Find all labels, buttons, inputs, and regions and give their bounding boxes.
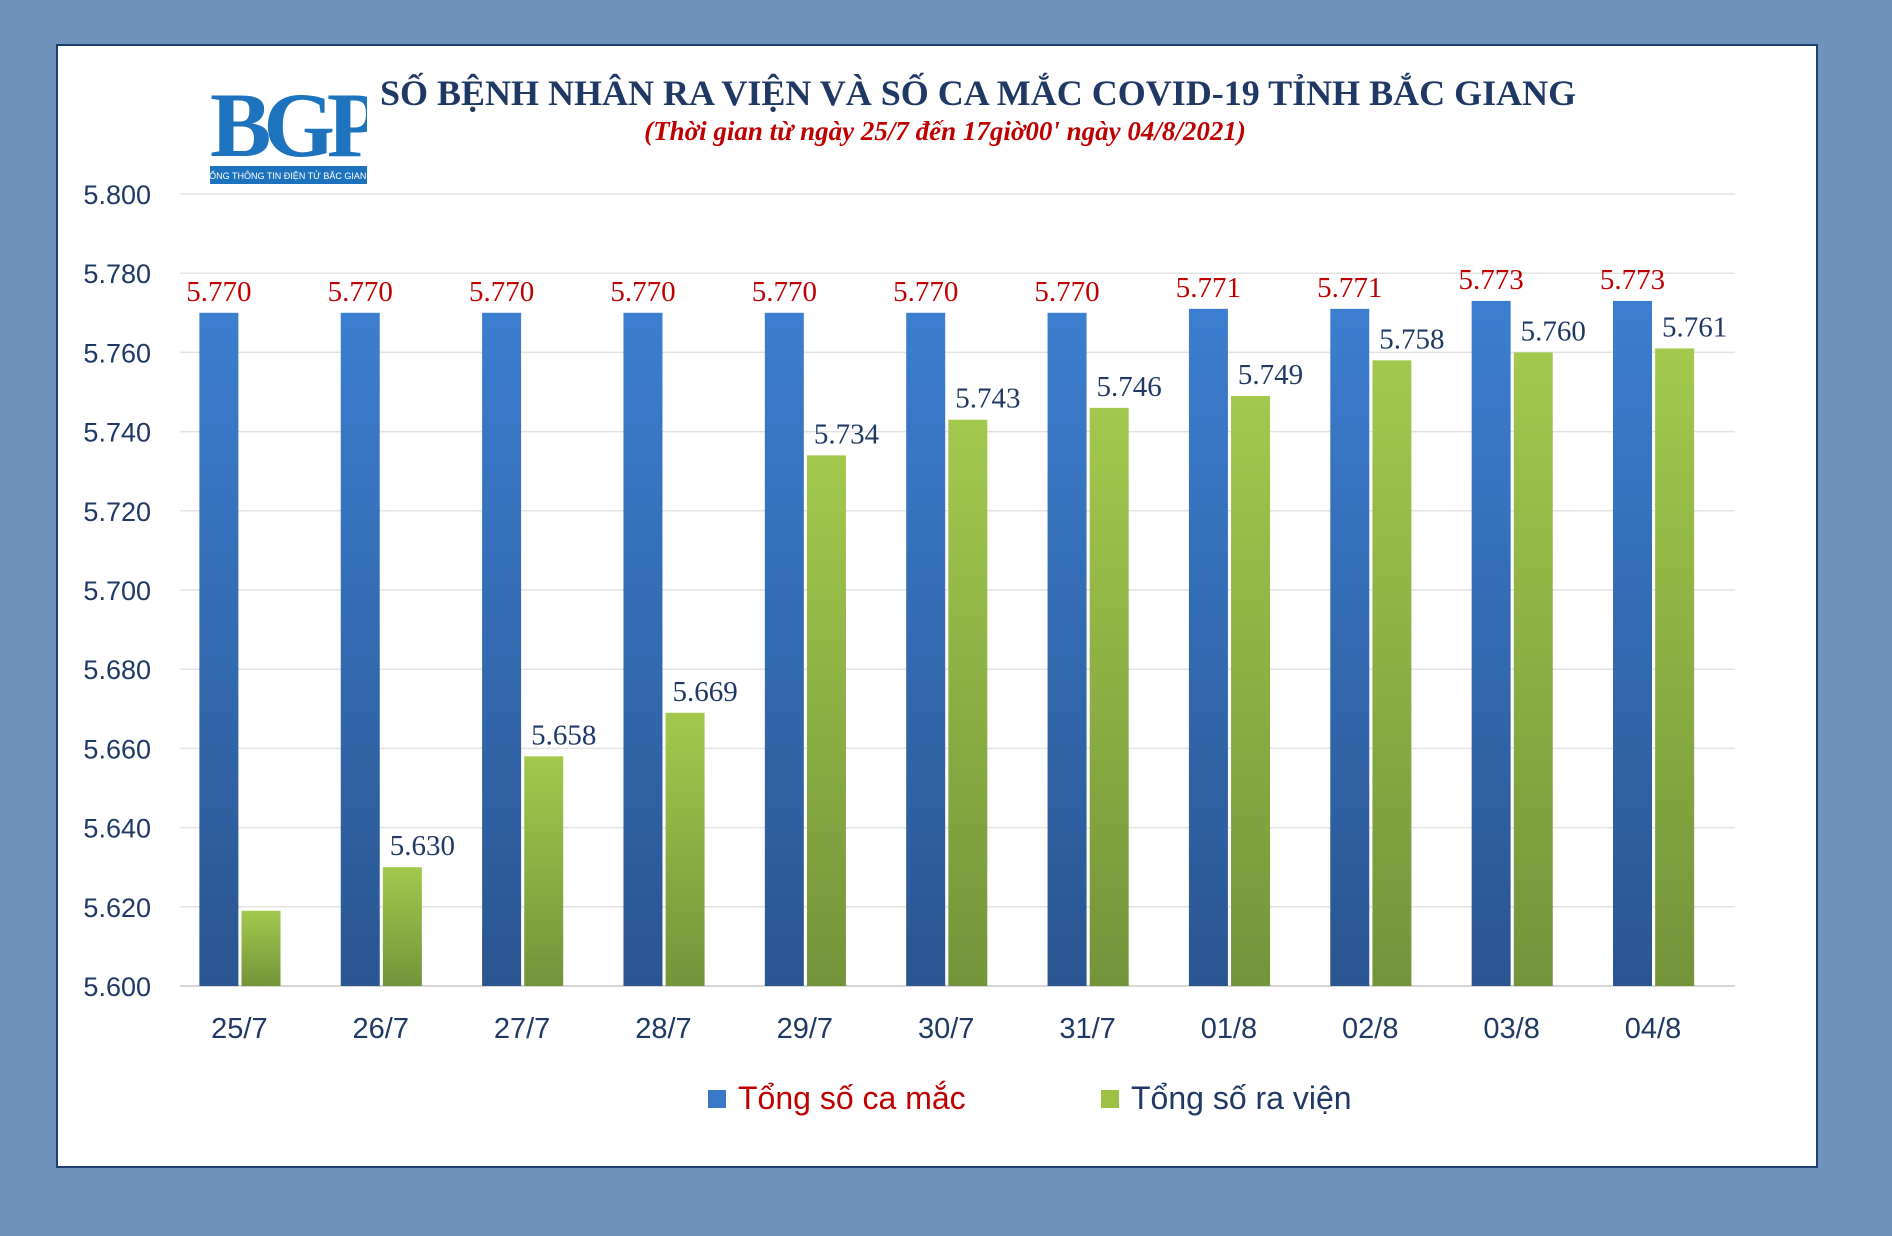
data-label-discharged: 5.746 — [1097, 371, 1162, 403]
x-tick-label: 30/7 — [918, 1013, 974, 1045]
bar-discharged — [1513, 352, 1553, 986]
x-tick-label: 02/8 — [1342, 1013, 1398, 1045]
data-label-cases: 5.770 — [1034, 276, 1099, 308]
legend-item-discharged: Tổng số ra viện — [1101, 1080, 1352, 1117]
bgp-logo-icon: BGP CỔNG THÔNG TIN ĐIỆN TỬ BẮC GIANG — [210, 78, 367, 184]
x-tick-label: 01/8 — [1201, 1013, 1257, 1045]
bar-discharged — [524, 756, 564, 986]
data-label-cases: 5.770 — [893, 276, 958, 308]
data-label-cases: 5.773 — [1459, 264, 1524, 296]
data-label-discharged: 5.630 — [390, 830, 455, 862]
chart-title: SỐ BỆNH NHÂN RA VIỆN VÀ SỐ CA MẮC COVID-… — [380, 73, 1577, 113]
bar-discharged — [241, 910, 281, 986]
x-tick-label: 25/7 — [211, 1013, 267, 1045]
y-tick-label: 5.680 — [83, 655, 151, 685]
data-label-cases: 5.773 — [1600, 264, 1665, 296]
bar-cases — [1047, 312, 1087, 986]
data-label-discharged: 5.761 — [1662, 311, 1727, 343]
bar-discharged — [1655, 348, 1695, 986]
bar-cases — [340, 312, 380, 986]
data-label-discharged: 5.758 — [1379, 323, 1444, 355]
y-tick-label: 5.720 — [83, 497, 151, 527]
bar-cases — [482, 312, 522, 986]
bar-cases — [1471, 300, 1511, 986]
data-label-discharged: 5.669 — [672, 676, 737, 708]
bar-discharged — [1372, 360, 1412, 986]
x-tick-label: 26/7 — [353, 1013, 409, 1045]
data-label-discharged: 5.734 — [814, 418, 880, 450]
legend-swatch-discharged — [1101, 1089, 1119, 1108]
bar-discharged — [382, 867, 422, 986]
legend-label-cases: Tổng số ca mắc — [738, 1080, 966, 1116]
data-label-discharged: 5.760 — [1521, 315, 1586, 347]
bar-cases — [199, 312, 239, 986]
x-tick-label: 27/7 — [494, 1013, 550, 1045]
data-label-discharged: 5.743 — [955, 383, 1020, 415]
bar-cases — [764, 312, 804, 986]
y-tick-label: 5.700 — [83, 576, 151, 606]
x-tick-label: 31/7 — [1059, 1013, 1115, 1045]
chart-subtitle: (Thời gian từ ngày 25/7 đến 17giờ00' ngà… — [644, 116, 1246, 146]
bar-cases — [1613, 300, 1653, 986]
x-tick-label: 03/8 — [1483, 1013, 1539, 1045]
bar-discharged — [665, 712, 705, 986]
y-tick-label: 5.620 — [83, 893, 151, 923]
legend-swatch-cases — [708, 1089, 726, 1108]
x-tick-label: 04/8 — [1625, 1013, 1681, 1045]
y-tick-label: 5.740 — [83, 418, 151, 448]
y-tick-label: 5.780 — [83, 259, 151, 289]
bar-cases — [1188, 308, 1228, 987]
data-label-cases: 5.770 — [328, 276, 393, 308]
data-label-cases: 5.770 — [752, 276, 817, 308]
y-tick-label: 5.800 — [83, 180, 151, 210]
data-label-cases: 5.771 — [1176, 272, 1241, 304]
bar-discharged — [1231, 395, 1271, 987]
bar-cases — [623, 312, 663, 986]
data-label-cases: 5.771 — [1317, 272, 1382, 304]
bar-discharged — [1089, 407, 1129, 987]
y-tick-label: 5.600 — [83, 972, 151, 1002]
svg-text:BGP: BGP — [210, 78, 367, 176]
x-tick-label: 29/7 — [777, 1013, 833, 1045]
svg-text:CỔNG THÔNG TIN ĐIỆN TỬ BẮC GIA: CỔNG THÔNG TIN ĐIỆN TỬ BẮC GIANG — [210, 170, 367, 181]
data-label-cases: 5.770 — [610, 276, 675, 308]
legend-item-cases: Tổng số ca mắc — [708, 1080, 966, 1117]
y-tick-label: 5.760 — [83, 338, 151, 368]
data-label-cases: 5.770 — [469, 276, 534, 308]
y-tick-label: 5.660 — [83, 734, 151, 764]
bar-cases — [906, 312, 946, 986]
legend-label-discharged: Tổng số ra viện — [1131, 1080, 1352, 1116]
bar-discharged — [948, 419, 988, 987]
bar-discharged — [806, 455, 846, 986]
data-label-discharged: 5.749 — [1238, 359, 1303, 391]
data-label-cases: 5.770 — [186, 276, 251, 308]
data-label-discharged: 5.658 — [531, 719, 596, 751]
y-tick-label: 5.640 — [83, 814, 151, 844]
x-tick-label: 28/7 — [635, 1013, 691, 1045]
bar-cases — [1330, 308, 1370, 987]
